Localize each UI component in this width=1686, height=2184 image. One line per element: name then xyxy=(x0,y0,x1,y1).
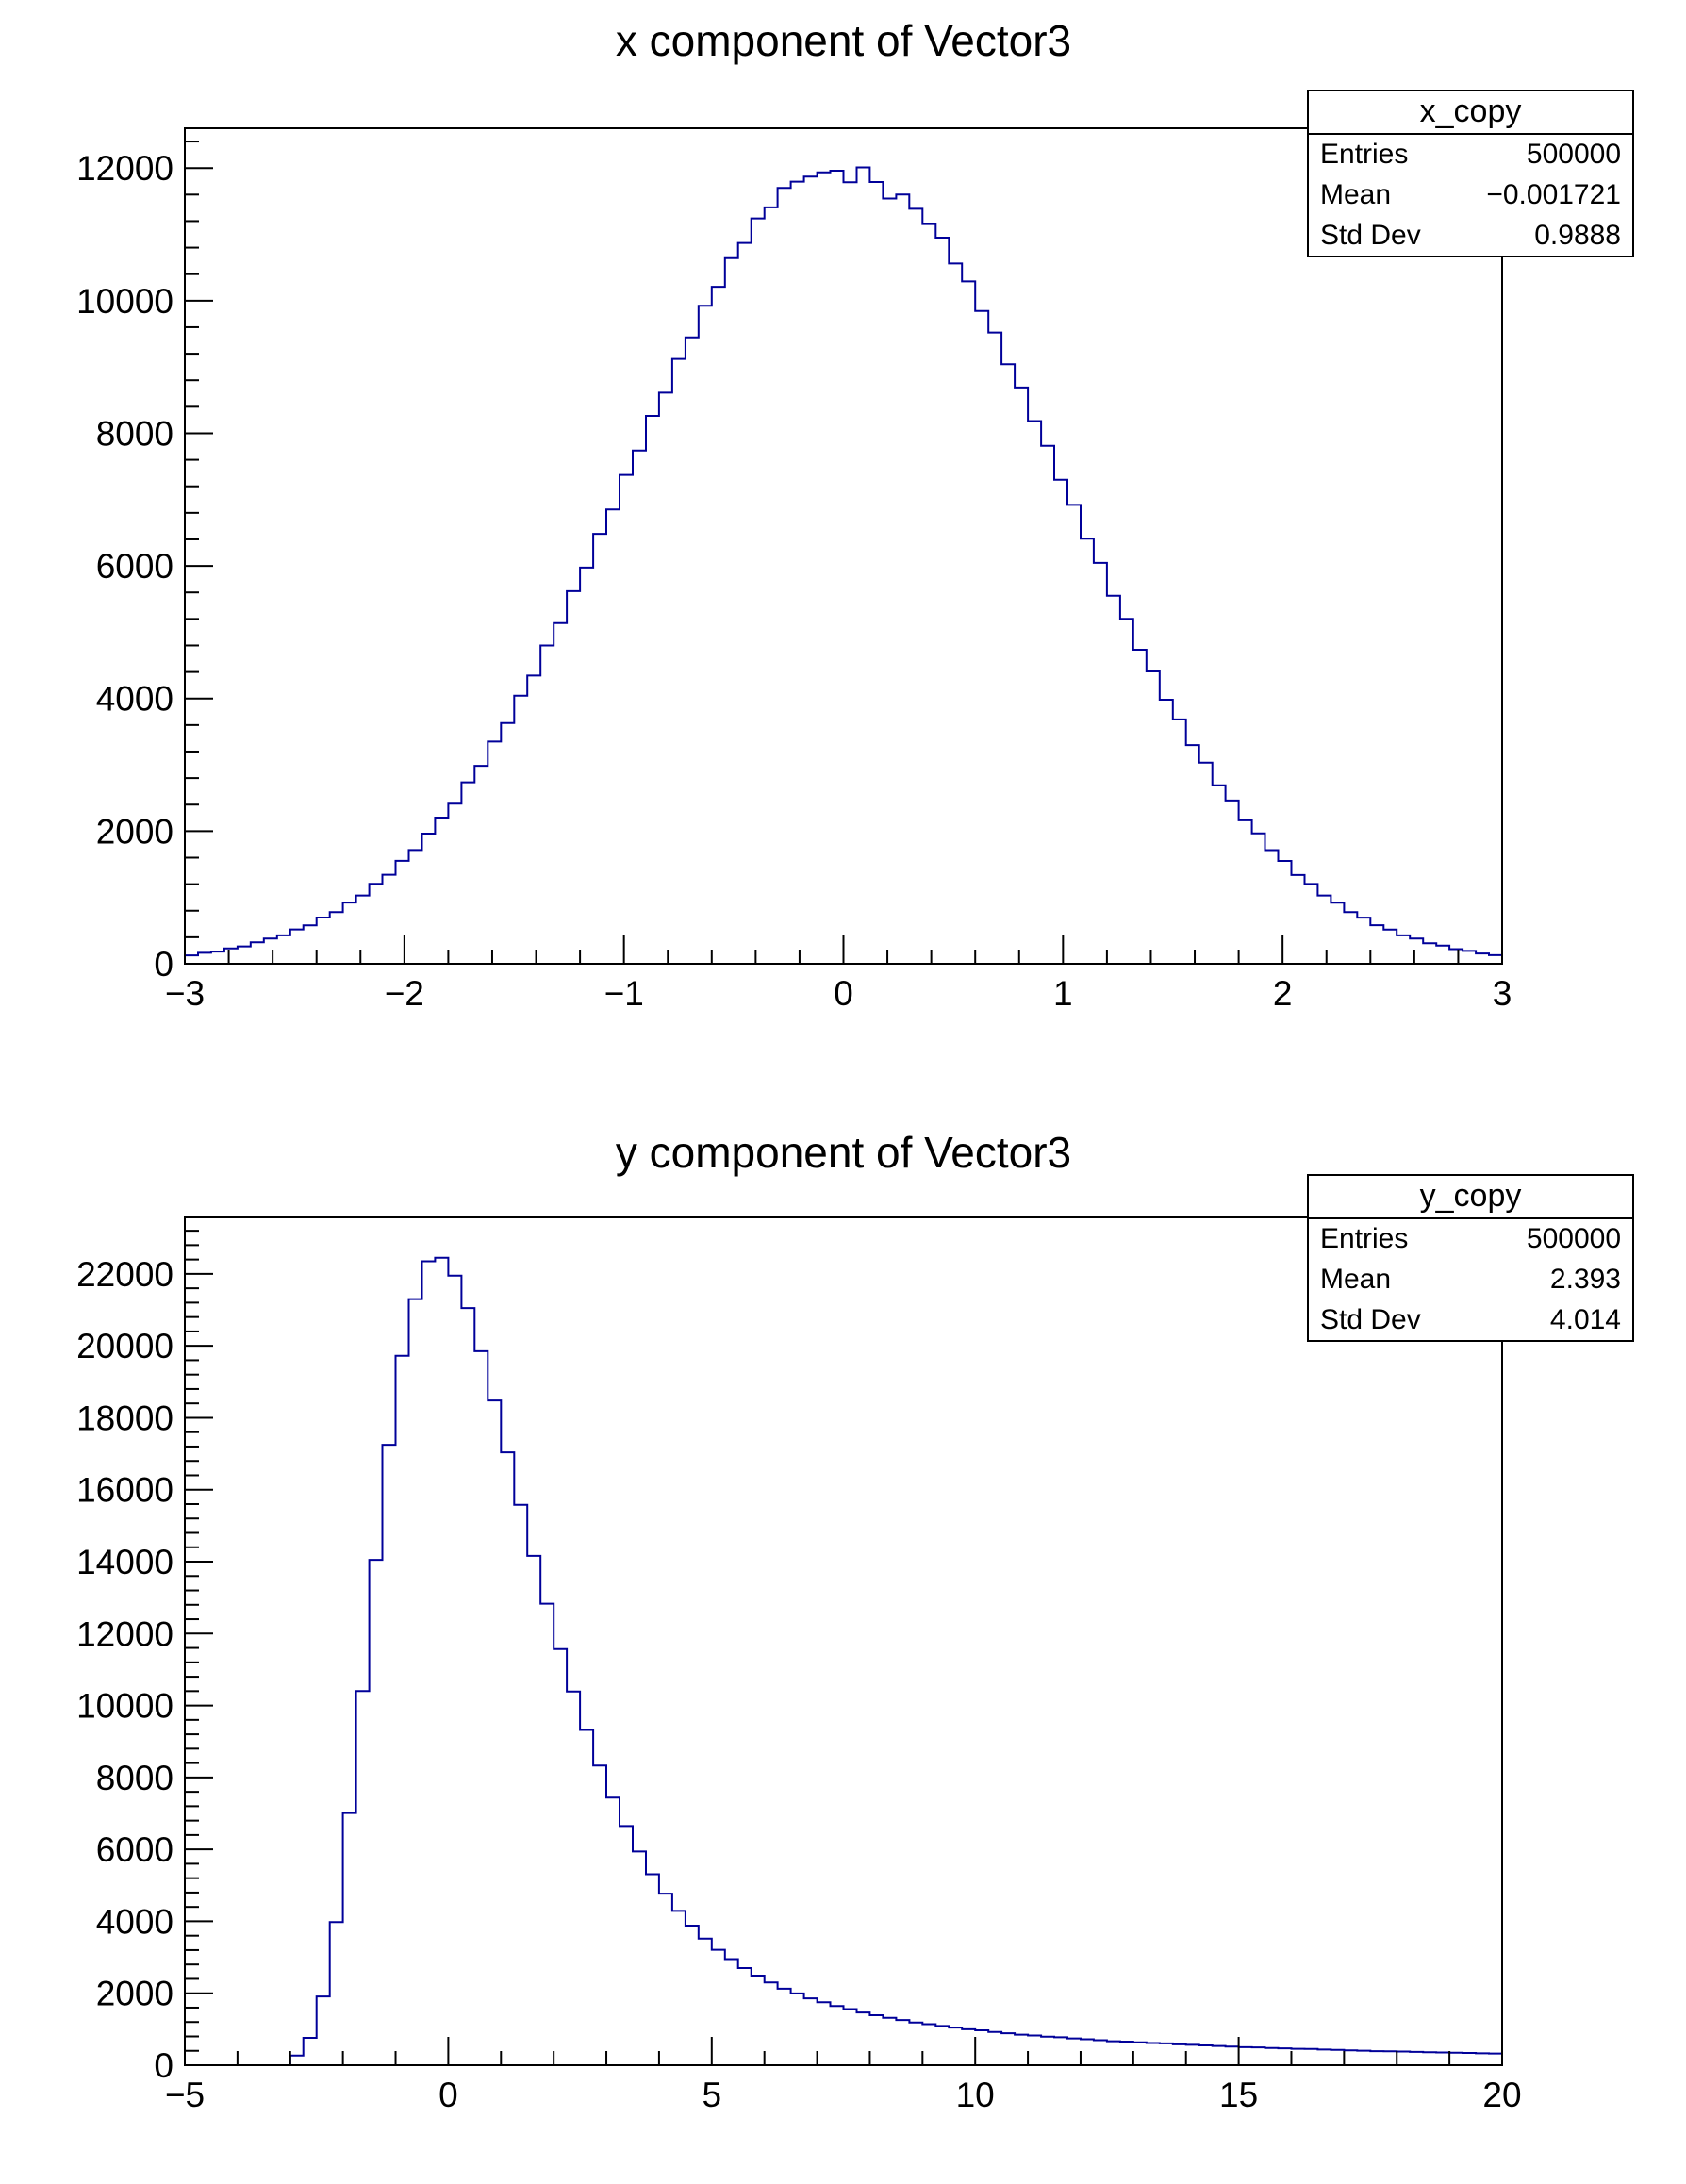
y-tick-label: 0 xyxy=(154,2046,174,2085)
x-tick-label: 15 xyxy=(1219,2076,1258,2114)
stats-box-y: y_copy Entries 500000 Mean 2.393 Std Dev… xyxy=(1307,1174,1634,1342)
x-tick-label: 2 xyxy=(1273,974,1293,1013)
x-axis-labels: −5 0 5 10 15 20 xyxy=(165,2076,1522,2114)
stats-box-title: y_copy xyxy=(1309,1176,1632,1219)
stats-value: 0.9888 xyxy=(1534,219,1621,251)
y-tick-label: 8000 xyxy=(96,415,174,454)
x-tick-label: 10 xyxy=(956,2076,995,2114)
stats-value: 2.393 xyxy=(1549,1264,1621,1295)
y-tick-label: 2000 xyxy=(96,1975,174,2013)
y-tick-label: 10000 xyxy=(76,1687,174,1726)
stats-label: Std Dev xyxy=(1320,219,1421,251)
x-tick-label: −2 xyxy=(385,974,424,1013)
axis-ticks xyxy=(184,141,1503,965)
x-tick-label: −5 xyxy=(165,2076,205,2114)
stats-value: −0.001721 xyxy=(1486,179,1621,210)
stats-row-mean: Mean −0.001721 xyxy=(1309,175,1632,216)
plot-frame xyxy=(184,1216,1503,2066)
y-tick-label: 22000 xyxy=(76,1255,174,1294)
plot-frame xyxy=(184,127,1503,965)
histogram-title-y: y component of Vector3 xyxy=(615,1128,1072,1177)
x-tick-label: −1 xyxy=(604,974,644,1013)
histogram-title-x: x component of Vector3 xyxy=(615,16,1072,65)
stats-row-entries: Entries 500000 xyxy=(1309,1219,1632,1260)
x-tick-label: 1 xyxy=(1053,974,1073,1013)
axis-ticks xyxy=(184,1230,1503,2066)
stats-label: Entries xyxy=(1320,139,1409,171)
y-tick-label: 12000 xyxy=(76,149,174,188)
y-tick-label: 14000 xyxy=(76,1543,174,1581)
stats-value: 500000 xyxy=(1526,139,1621,171)
stats-box-title: x_copy xyxy=(1309,91,1632,135)
stats-value: 500000 xyxy=(1526,1223,1621,1255)
y-tick-label: 4000 xyxy=(96,680,174,719)
x-tick-label: 5 xyxy=(702,2076,722,2114)
histogram-step-line xyxy=(184,166,1503,964)
y-tick-label: 16000 xyxy=(76,1471,174,1510)
histogram-plot-y: −5 0 5 10 15 20020004000600080001000012000140… xyxy=(76,1216,1522,2114)
y-tick-label: 6000 xyxy=(96,1830,174,1869)
stats-row-stddev: Std Dev 0.9888 xyxy=(1309,215,1632,256)
y-tick-label: 6000 xyxy=(96,547,174,586)
y-tick-label: 8000 xyxy=(96,1759,174,1797)
x-tick-label: 0 xyxy=(834,974,853,1013)
y-axis-labels: 0 2000 4000 6000 8000 10000 12000 14000 16000 180… xyxy=(76,1255,174,2085)
stats-label: Mean xyxy=(1320,1264,1392,1295)
y-tick-label: 2000 xyxy=(96,812,174,851)
histogram-step-line xyxy=(185,1256,1503,2066)
stats-label: Entries xyxy=(1320,1223,1409,1255)
stats-row-entries: Entries 500000 xyxy=(1309,135,1632,175)
y-tick-label: 0 xyxy=(154,945,174,984)
histogram-plot-x: −3 −2 −1 0 1 2 3 0 2000 4000 6000 8000 10000 12000 xyxy=(76,127,1512,1013)
y-tick-label: 18000 xyxy=(76,1398,174,1437)
stats-row-mean: Mean 2.393 xyxy=(1309,1260,1632,1300)
y-tick-label: 4000 xyxy=(96,1902,174,1941)
stats-label: Std Dev xyxy=(1320,1303,1421,1335)
stats-row-stddev: Std Dev 4.014 xyxy=(1309,1299,1632,1340)
stats-box-x: x_copy Entries 500000 Mean −0.001721 Std… xyxy=(1307,90,1634,257)
x-tick-label: 3 xyxy=(1493,974,1512,1013)
y-tick-label: 20000 xyxy=(76,1327,174,1365)
x-tick-label: 0 xyxy=(438,2076,458,2114)
stats-label: Mean xyxy=(1320,179,1392,210)
y-tick-label: 12000 xyxy=(76,1614,174,1653)
x-tick-label: −3 xyxy=(165,974,205,1013)
y-tick-label: 10000 xyxy=(76,282,174,321)
stats-value: 4.014 xyxy=(1549,1303,1621,1335)
y-axis-labels: 0 2000 4000 6000 8000 10000 12000 xyxy=(76,149,174,984)
x-axis-labels: −3 −2 −1 0 1 2 3 xyxy=(165,974,1512,1013)
x-tick-label: 20 xyxy=(1482,2076,1521,2114)
